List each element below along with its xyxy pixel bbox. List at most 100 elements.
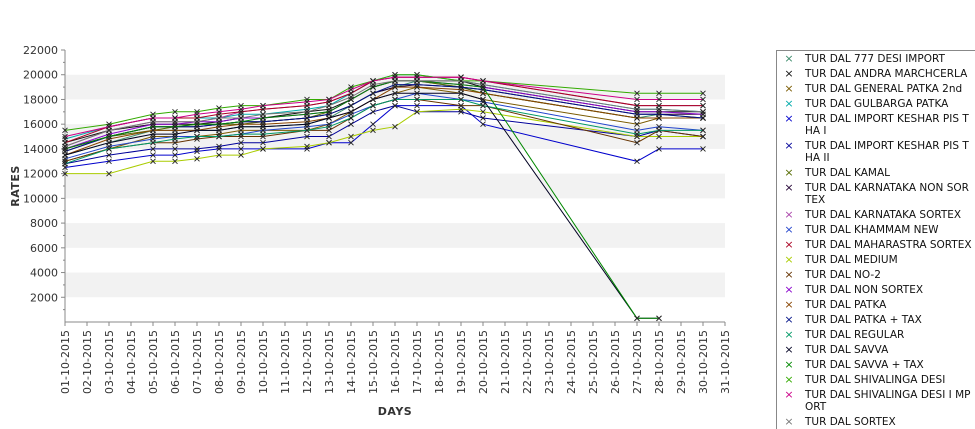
data-point — [260, 121, 266, 128]
data-point — [304, 96, 310, 103]
data-point — [370, 121, 376, 128]
data-point — [172, 133, 178, 140]
x-tick-label: 24-10-2015 — [565, 330, 578, 394]
legend-marker-icon: × — [784, 67, 794, 80]
x-tick-label: 02-10-2015 — [81, 330, 94, 394]
data-point — [656, 133, 662, 140]
x-tick-label: 28-10-2015 — [653, 330, 666, 394]
data-point — [260, 102, 266, 109]
data-point — [238, 121, 244, 128]
data-point — [304, 127, 310, 134]
legend-label: TUR DAL IMPORT KESHAR PIS THA I — [805, 113, 969, 137]
data-point — [172, 136, 178, 142]
legend-label: TUR DAL SORTEX — [805, 416, 896, 428]
data-point — [458, 78, 464, 84]
data-point — [260, 131, 266, 137]
x-tick-label: 23-10-2015 — [543, 330, 556, 394]
x-axis-title: DAYS — [378, 405, 412, 418]
legend-label: TUR DAL KARNATAKA SORTEX — [805, 209, 962, 221]
legend-item: × TUR DAL 777 DESI IMPORT — [777, 53, 975, 66]
data-point — [62, 146, 68, 152]
grid-bands — [65, 74, 725, 298]
data-point — [656, 106, 662, 113]
data-point — [414, 108, 420, 115]
data-point — [480, 81, 486, 88]
series-line — [64, 80, 659, 319]
legend-item: × TUR DAL SAVVA + TAX — [777, 359, 975, 372]
data-point — [216, 108, 222, 115]
data-point — [348, 86, 354, 93]
data-point — [172, 123, 178, 130]
y-tick-label: 2000 — [30, 291, 58, 304]
data-point — [150, 146, 156, 152]
data-point — [150, 118, 156, 125]
data-point — [700, 96, 706, 103]
legend-label: TUR DAL ANDRA MARCHCERLA — [805, 68, 968, 80]
series-line — [64, 92, 659, 319]
data-point — [634, 315, 640, 322]
data-point — [326, 133, 332, 140]
legend-label: TUR DAL GULBARGA PATKA — [805, 98, 949, 110]
y-tick-label: 14000 — [23, 143, 58, 156]
data-point — [172, 131, 178, 137]
data-point — [480, 121, 486, 128]
legend-label: TUR DAL PATKA — [805, 299, 887, 311]
legend-item: × TUR DAL KARNATAKA NON SOR TEX — [777, 182, 975, 207]
legend-item: × TUR DAL MAHARASTRA SORTEX — [777, 239, 975, 252]
data-point — [348, 121, 354, 128]
data-point — [238, 131, 244, 137]
legend-label: TUR DAL SHIVALINGA DESI I MPORT — [805, 389, 971, 413]
x-tick-label: 07-10-2015 — [191, 330, 204, 394]
legend-marker-icon: × — [784, 388, 794, 401]
data-point — [216, 143, 222, 150]
x-tick-label: 08-10-2015 — [213, 330, 226, 394]
legend-marker-icon: × — [784, 328, 794, 341]
data-point — [260, 146, 266, 152]
legend-marker-icon: × — [784, 373, 794, 386]
data-point — [370, 108, 376, 115]
data-point — [238, 123, 244, 130]
x-axis: 01-10-2015 02-10-2015 03-10-2015 04-10-2015… — [59, 322, 732, 394]
x-tick-label: 12-10-2015 — [301, 330, 314, 394]
data-point — [194, 118, 200, 125]
data-point — [106, 158, 112, 165]
legend-marker-icon: × — [784, 82, 794, 95]
series-12 — [62, 106, 706, 177]
legend-marker-icon: × — [784, 268, 794, 281]
x-tick-label: 31-10-2015 — [719, 330, 732, 394]
data-point — [304, 111, 310, 118]
legend-label: TUR DAL PATKA + TAX — [805, 314, 922, 326]
legend-item: × TUR DAL IMPORT KESHAR PIS THA I — [777, 113, 975, 138]
data-point — [304, 146, 310, 152]
data-point — [700, 127, 706, 134]
data-point — [348, 115, 354, 121]
legend-label: TUR DAL IMPORT KESHAR PIS THA II — [805, 140, 969, 164]
y-tick-label: 18000 — [23, 93, 58, 106]
data-point — [458, 90, 464, 97]
legend-item: × TUR DAL PATKA + TAX — [777, 313, 975, 327]
data-point — [414, 102, 420, 109]
legend-label: TUR DAL NO-2 — [805, 269, 881, 281]
grid-band — [65, 173, 725, 199]
legend-item: × TUR DAL GENERAL PATKA 2nd — [777, 82, 975, 96]
data-point — [260, 139, 266, 146]
data-point — [700, 102, 706, 109]
data-point — [106, 133, 112, 140]
data-point — [370, 81, 376, 88]
series-21 — [62, 74, 706, 140]
data-point — [304, 121, 310, 128]
x-tick-label: 10-10-2015 — [257, 330, 270, 394]
legend-label: TUR DAL MEDIUM — [805, 254, 898, 266]
data-point — [656, 315, 662, 322]
x-tick-label: 01-10-2015 — [59, 330, 72, 394]
data-point — [326, 108, 332, 115]
data-point — [238, 106, 244, 113]
x-tick-label: 20-10-2015 — [477, 330, 490, 394]
data-point — [370, 96, 376, 103]
data-point — [700, 115, 706, 121]
legend-marker-icon: × — [784, 208, 794, 221]
legend-marker-icon: × — [784, 313, 794, 326]
y-tick-label: 16000 — [23, 118, 58, 131]
legend-label: TUR DAL SHIVALINGA DESI — [805, 374, 946, 386]
data-point — [370, 127, 376, 134]
